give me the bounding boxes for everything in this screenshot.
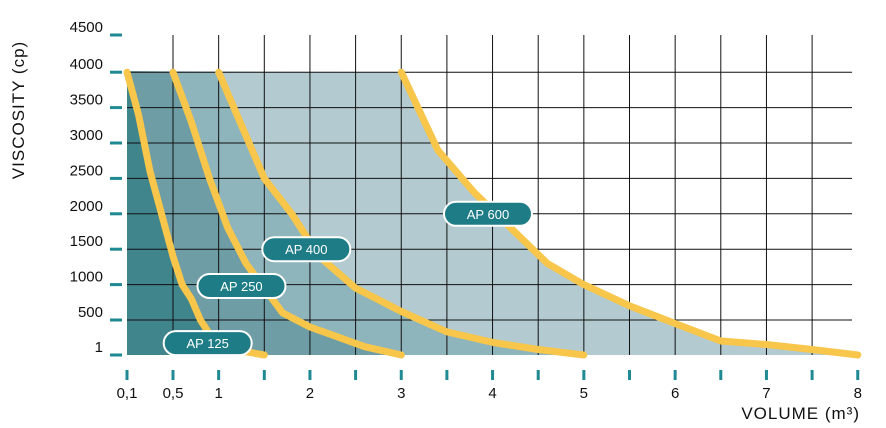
series-label-ap-600: AP 600 <box>442 200 533 227</box>
y-axis-title: VISCOSITY (cp) <box>9 41 28 179</box>
series-label-pill <box>196 273 287 300</box>
y-tick-label: 1500 <box>70 233 103 250</box>
y-tick-label: 1 <box>95 339 103 356</box>
y-tick-label: 2500 <box>70 162 103 179</box>
curve-ap-600 <box>397 68 862 359</box>
series-label-text: AP 250 <box>220 279 262 294</box>
x-axis-title: VOLUME (m³) <box>741 404 860 423</box>
series-label-pill <box>162 330 253 357</box>
series-label-pill <box>261 236 352 263</box>
series-labels: AP 125 AP 250 AP 400 AP 600 <box>162 200 533 357</box>
x-tick-label: 7 <box>762 385 770 402</box>
x-tick-label: 0,1 <box>117 385 138 402</box>
x-tick-label: 6 <box>671 385 679 402</box>
x-tick-label: 5 <box>580 385 588 402</box>
x-tick-label: 8 <box>854 385 862 402</box>
curve-ap-400 <box>215 68 588 359</box>
y-tick-label: 4000 <box>70 56 103 73</box>
y-tick-label: 3000 <box>70 127 103 144</box>
region-ap-125 <box>127 71 265 355</box>
y-tick-label: 500 <box>78 304 103 321</box>
y-tick-label: 3500 <box>70 92 103 109</box>
series-label-text: AP 125 <box>186 336 228 351</box>
x-axis: 0,1 0,5 1 2 3 4 5 6 7 8 <box>117 370 862 402</box>
x-tick-label: 4 <box>488 385 496 402</box>
series-label-text: AP 400 <box>285 242 327 257</box>
x-tick-label: 3 <box>397 385 405 402</box>
series-label-ap-250: AP 250 <box>196 273 287 300</box>
y-tick-label: 4500 <box>70 19 103 36</box>
x-tick-label: 2 <box>306 385 314 402</box>
x-tick-label: 0,5 <box>163 385 184 402</box>
series-label-pill <box>442 200 533 227</box>
series-label-ap-400: AP 400 <box>261 236 352 263</box>
series-label-text: AP 600 <box>467 207 509 222</box>
y-tick-label: 2000 <box>70 198 103 215</box>
y-tick-label: 1000 <box>70 269 103 286</box>
x-tick-label: 1 <box>214 385 222 402</box>
series-label-ap-125: AP 125 <box>162 330 253 357</box>
